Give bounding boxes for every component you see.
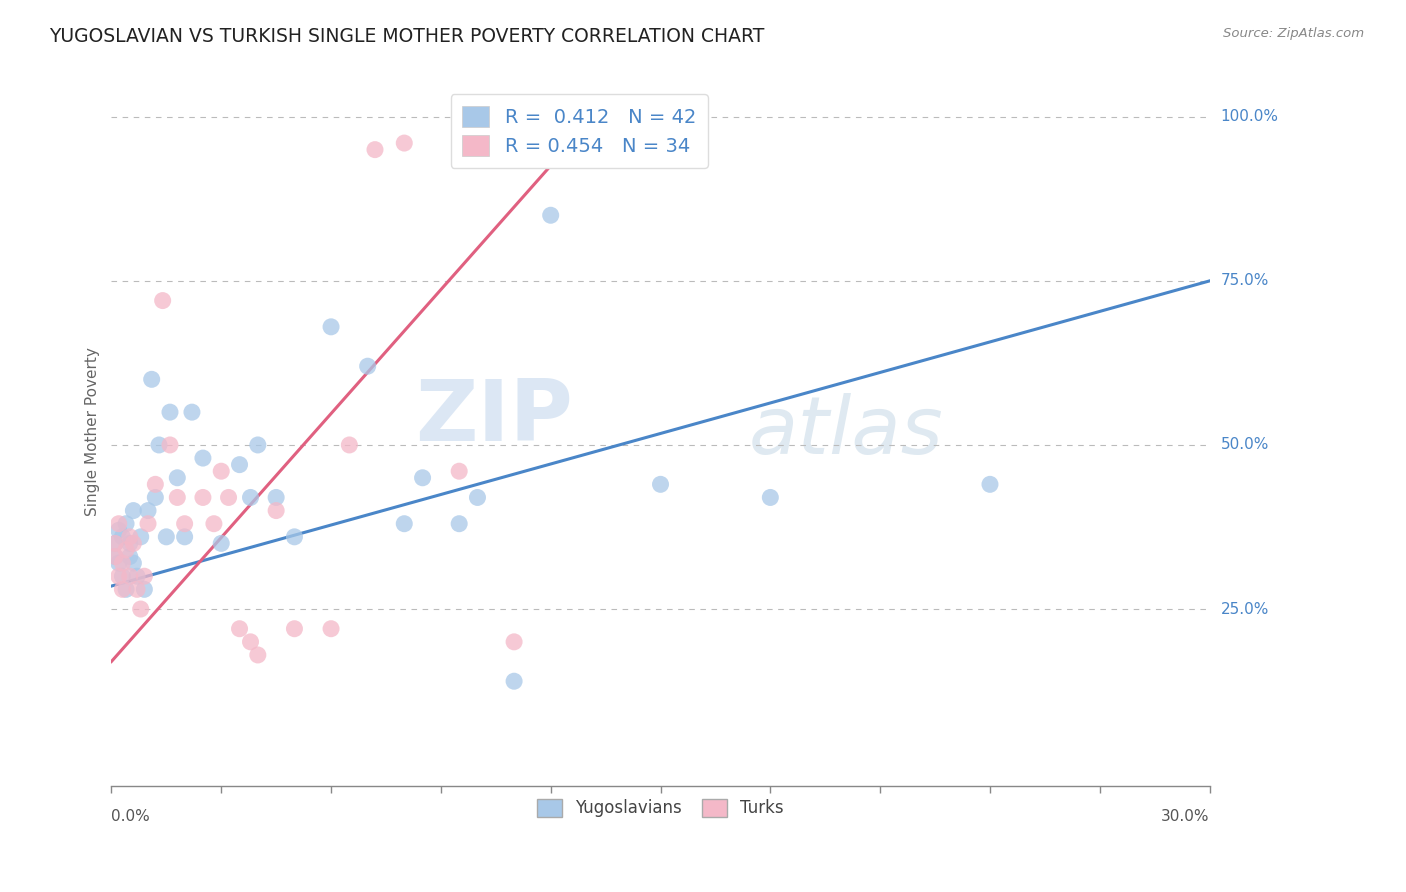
Point	[319, 622, 342, 636]
Point	[111, 582, 134, 597]
Point	[152, 293, 174, 308]
Point	[159, 438, 181, 452]
Point	[166, 491, 188, 505]
Text: atlas: atlas	[748, 392, 943, 471]
Point	[111, 530, 134, 544]
Point	[104, 536, 127, 550]
Point	[246, 438, 269, 452]
Point	[129, 530, 152, 544]
Point	[143, 477, 166, 491]
Text: 75.0%: 75.0%	[1220, 273, 1270, 288]
Point	[191, 491, 214, 505]
Point	[239, 491, 262, 505]
Point	[125, 569, 148, 583]
Point	[111, 556, 134, 570]
Point	[228, 458, 250, 472]
Point	[129, 602, 152, 616]
Point	[228, 622, 250, 636]
Text: ZIP: ZIP	[415, 376, 572, 459]
Point	[122, 556, 145, 570]
Point	[540, 208, 562, 222]
Point	[111, 569, 134, 583]
Point	[283, 530, 305, 544]
Point	[181, 405, 204, 419]
Point	[173, 516, 195, 531]
Point	[218, 491, 240, 505]
Point	[115, 516, 138, 531]
Text: 0.0%: 0.0%	[111, 809, 150, 824]
Point	[118, 569, 141, 583]
Point	[394, 516, 416, 531]
Point	[115, 543, 138, 558]
Text: Source: ZipAtlas.com: Source: ZipAtlas.com	[1223, 27, 1364, 40]
Point	[141, 372, 163, 386]
Point	[155, 530, 177, 544]
Point	[246, 648, 269, 662]
Point	[136, 516, 159, 531]
Point	[449, 464, 471, 478]
Point	[209, 464, 232, 478]
Point	[107, 556, 129, 570]
Text: 50.0%: 50.0%	[1220, 437, 1270, 452]
Point	[191, 451, 214, 466]
Point	[107, 516, 129, 531]
Point	[264, 503, 287, 517]
Point	[122, 536, 145, 550]
Point	[209, 536, 232, 550]
Text: YUGOSLAVIAN VS TURKISH SINGLE MOTHER POVERTY CORRELATION CHART: YUGOSLAVIAN VS TURKISH SINGLE MOTHER POV…	[49, 27, 765, 45]
Text: 30.0%: 30.0%	[1161, 809, 1209, 824]
Point	[202, 516, 225, 531]
Point	[143, 491, 166, 505]
Point	[650, 477, 672, 491]
Point	[118, 549, 141, 564]
Point	[283, 622, 305, 636]
Point	[122, 503, 145, 517]
Point	[107, 523, 129, 537]
Point	[759, 491, 782, 505]
Point	[239, 635, 262, 649]
Point	[394, 136, 416, 150]
Point	[148, 438, 170, 452]
Point	[134, 569, 156, 583]
Point	[134, 582, 156, 597]
Point	[412, 471, 434, 485]
Point	[319, 319, 342, 334]
Point	[337, 438, 360, 452]
Point	[118, 530, 141, 544]
Point	[264, 491, 287, 505]
Point	[159, 405, 181, 419]
Point	[107, 569, 129, 583]
Point	[449, 516, 471, 531]
Point	[503, 674, 526, 689]
Point	[356, 359, 378, 374]
Text: 25.0%: 25.0%	[1220, 601, 1270, 616]
Point	[104, 549, 127, 564]
Y-axis label: Single Mother Poverty: Single Mother Poverty	[86, 347, 100, 516]
Point	[166, 471, 188, 485]
Legend: Yugoslavians, Turks: Yugoslavians, Turks	[530, 792, 790, 824]
Point	[125, 582, 148, 597]
Point	[136, 503, 159, 517]
Point	[118, 536, 141, 550]
Point	[467, 491, 489, 505]
Point	[115, 582, 138, 597]
Point	[104, 536, 127, 550]
Point	[173, 530, 195, 544]
Point	[104, 549, 127, 564]
Point	[364, 143, 387, 157]
Point	[503, 635, 526, 649]
Text: 100.0%: 100.0%	[1220, 110, 1278, 124]
Point	[979, 477, 1001, 491]
